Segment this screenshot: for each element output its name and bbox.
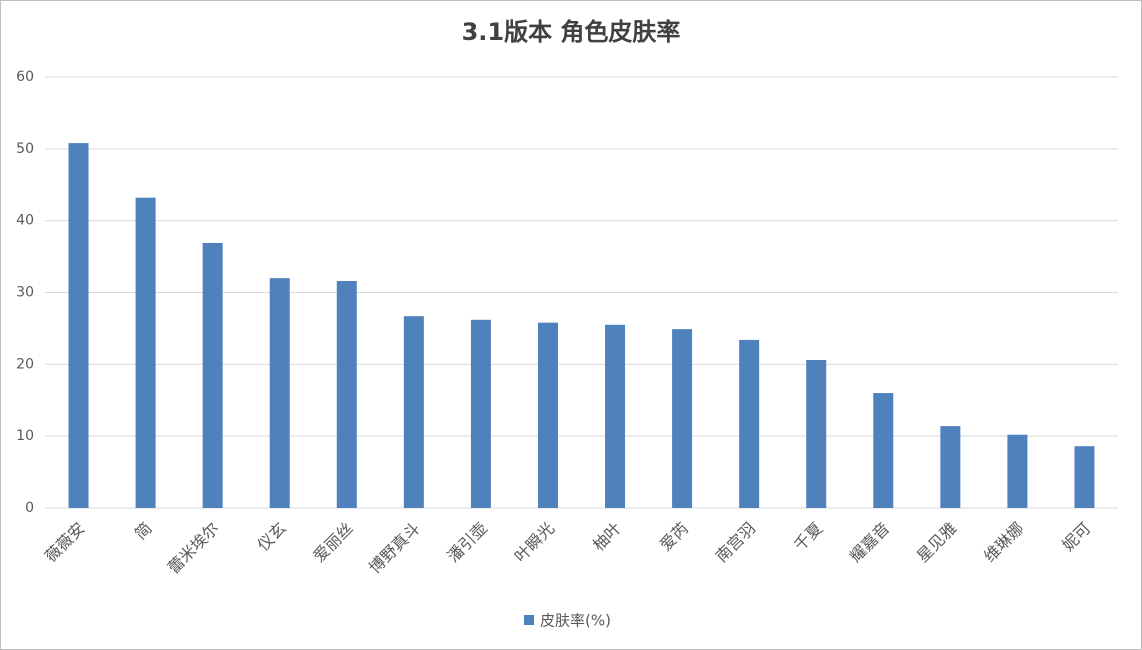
y-tick-label: 0 (25, 500, 34, 516)
bar (806, 360, 827, 508)
bar (605, 324, 626, 508)
bar (336, 281, 357, 508)
bar (403, 316, 424, 508)
legend-swatch (524, 615, 534, 625)
bar (202, 242, 223, 508)
y-tick-label: 60 (16, 69, 34, 85)
y-tick-label: 20 (16, 356, 34, 372)
y-tick-label: 40 (16, 213, 34, 229)
y-tick-label: 50 (16, 141, 34, 157)
bar (1007, 434, 1028, 508)
chart-title: 3.1版本 角色皮肤率 (462, 18, 681, 46)
bar (739, 339, 760, 508)
bar (940, 426, 961, 508)
bar (537, 322, 558, 508)
bar (1074, 446, 1095, 508)
bar (672, 329, 693, 508)
legend-label: 皮肤率(%) (540, 612, 611, 630)
y-tick-label: 10 (16, 428, 34, 444)
bar (269, 278, 290, 508)
bar (873, 393, 894, 508)
bar (470, 319, 491, 508)
bar (135, 197, 156, 508)
y-tick-label: 30 (16, 285, 34, 301)
bar (68, 143, 89, 508)
